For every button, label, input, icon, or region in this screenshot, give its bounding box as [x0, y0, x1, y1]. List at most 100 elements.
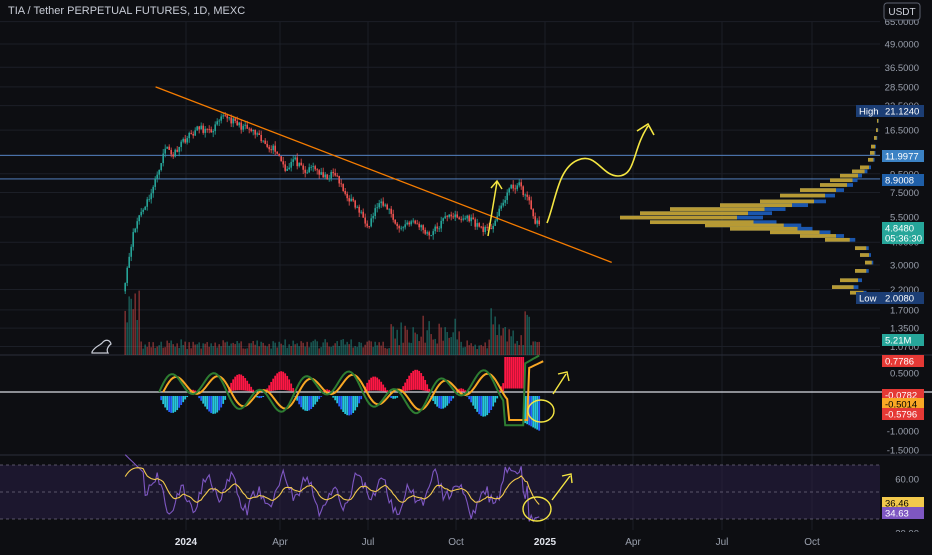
volume-bar: [344, 344, 346, 355]
candle-body: [432, 231, 434, 235]
time-tick-label: Jul: [716, 537, 729, 548]
volume-bar: [270, 349, 272, 355]
oscillator-histogram-bar: [514, 357, 516, 389]
oscillator-histogram-bar: [242, 376, 244, 390]
time-tick-label: Jul: [362, 537, 375, 548]
volume-bar: [362, 347, 364, 355]
candle: [204, 126, 206, 138]
oscillator-histogram-bar: [304, 396, 306, 411]
candle: [472, 213, 474, 219]
volume-bar: [200, 349, 202, 355]
oscillator-histogram-bar: [252, 390, 254, 392]
candle-body: [374, 208, 376, 216]
candle-body: [130, 247, 132, 257]
candle: [502, 199, 504, 207]
oscillator-histogram-bar: [234, 377, 236, 391]
candle: [412, 218, 414, 223]
candle-body: [208, 129, 210, 130]
candle: [414, 220, 416, 225]
candle: [258, 130, 260, 135]
volume-bar: [254, 345, 256, 355]
annotations[interactable]: [92, 124, 654, 521]
candle: [300, 159, 302, 166]
volume-bar: [428, 321, 430, 355]
trendline[interactable]: [156, 87, 612, 262]
volume-bar: [474, 345, 476, 355]
candle: [328, 175, 330, 182]
oscillator-histogram-bar: [462, 389, 464, 392]
candle: [128, 253, 130, 268]
candle-body: [518, 182, 520, 185]
candle-body: [154, 178, 156, 187]
oscillator-histogram-bar: [290, 384, 292, 392]
volume-bar: [140, 341, 142, 355]
volume-bar: [408, 343, 410, 355]
volume-bar: [318, 348, 320, 355]
volume-bar: [450, 337, 452, 355]
currency-button[interactable]: USDT: [884, 3, 920, 20]
volume-bar: [516, 341, 518, 355]
candle-body: [246, 125, 248, 129]
volume-bar: [380, 346, 382, 355]
volume-bar: [148, 342, 150, 355]
volume-bar: [150, 347, 152, 355]
volume-bar: [386, 349, 388, 355]
candle-body: [330, 172, 332, 178]
candle: [260, 131, 262, 143]
volume-bar: [190, 348, 192, 355]
candle-body: [196, 126, 198, 130]
price-axis[interactable]: 65.000049.000036.500028.500022.500016.50…: [856, 17, 924, 539]
price-tag-value: 05:36:30: [885, 234, 922, 245]
volume-profile: [620, 107, 879, 295]
volume-bar: [454, 319, 456, 355]
oscillator-value-tag: 0.7786: [882, 355, 924, 368]
candle: [434, 224, 436, 234]
volume-bar: [472, 346, 474, 355]
volume-bar: [532, 341, 534, 355]
candle: [370, 214, 372, 227]
candle-body: [260, 135, 262, 141]
time-tick-label: Oct: [448, 537, 464, 548]
volume-bar: [240, 341, 242, 355]
oscillator-histogram-bar: [504, 357, 506, 389]
volume-bar: [294, 344, 296, 355]
candle-body: [498, 209, 500, 217]
candle-body: [252, 130, 254, 131]
price-tag-value: 5.21M: [885, 336, 911, 347]
oscillator-histogram-bar: [394, 396, 396, 399]
candle-body: [340, 183, 342, 184]
volume-bar: [358, 342, 360, 355]
time-axis-bg: [0, 532, 932, 550]
volume-bar: [142, 349, 144, 355]
volume-bar: [448, 338, 450, 355]
oscillator-histogram-bar: [288, 379, 290, 390]
candle-body: [486, 227, 488, 228]
candle: [256, 131, 258, 136]
horizontal-levels: [0, 155, 880, 179]
volume-bar: [136, 320, 138, 355]
volume-bar: [216, 347, 218, 355]
oscillator-histogram-bar: [284, 373, 286, 390]
price-tag: 5.21M: [882, 334, 924, 347]
candle: [342, 183, 344, 192]
oscillator-histogram-bar: [476, 396, 478, 412]
volume-profile-bar: [730, 227, 798, 231]
candle-body: [164, 149, 166, 154]
candle: [398, 225, 400, 233]
candle-body: [394, 220, 396, 224]
candle: [252, 129, 254, 135]
candle-body: [274, 146, 276, 152]
candle-body: [180, 142, 182, 147]
volume-bar: [346, 342, 348, 355]
candle-body: [314, 166, 316, 169]
candle-body: [366, 224, 368, 227]
volume-bar: [492, 324, 494, 355]
volume-bar: [484, 342, 486, 355]
candle: [152, 185, 154, 198]
candle: [524, 193, 526, 199]
volume-bar: [528, 317, 530, 355]
volume-bar: [180, 339, 182, 355]
